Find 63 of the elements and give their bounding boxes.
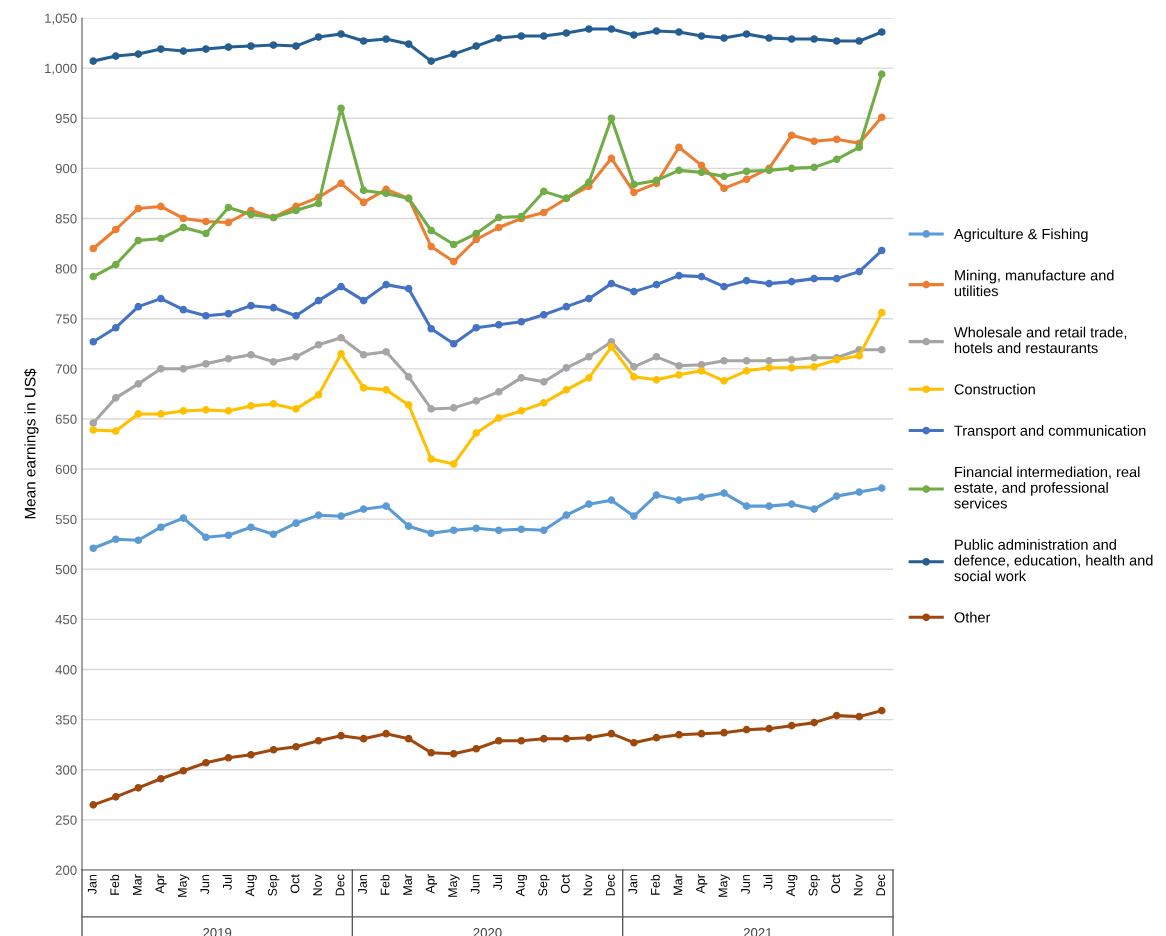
x-tick-label: May — [178, 874, 190, 897]
x-tick-label: Jan — [628, 874, 638, 895]
x-tick-label: Nov — [583, 874, 593, 896]
x-tick-label: Aug — [515, 874, 528, 897]
x-tick-label: Nov — [853, 874, 863, 896]
y-tick-label: 750 — [55, 314, 77, 324]
y-tick-label: 950 — [55, 113, 77, 124]
y-tick-label: 300 — [55, 765, 77, 775]
legend-label: Wholesale and retail trade, hotels and restaurants — [953, 326, 1127, 354]
x-tick-label: Apr — [155, 874, 167, 894]
x-tick-label: Mar — [132, 874, 142, 895]
x-tick-label: Jul — [222, 875, 232, 890]
x-tick-label: Jun — [470, 874, 480, 895]
x-tick-label: Aug — [245, 874, 257, 897]
x-tick-label: Dec — [876, 874, 886, 896]
y-tick-label: 650 — [55, 414, 77, 424]
x-tick-label: Oct — [290, 874, 300, 894]
y-tick-label: 800 — [55, 264, 77, 274]
x-tick-label: Apr — [696, 874, 708, 894]
x-tick-label: Jan — [87, 874, 97, 895]
x-tick-label: Oct — [560, 874, 570, 894]
x-tick-label: Feb — [380, 874, 390, 895]
y-tick-label: 850 — [55, 214, 77, 224]
y-tick-label: 1,000 — [45, 63, 77, 75]
x-tick-label: Mar — [673, 874, 683, 895]
x-tick-label: Mar — [403, 874, 413, 895]
legend-label: Other — [954, 611, 991, 623]
x-tick-label: Sep — [267, 874, 280, 896]
x-tick-label: Jun — [200, 874, 210, 895]
x-tick-label: Feb — [109, 874, 120, 895]
x-tick-label: Sep — [808, 874, 820, 896]
y-tick-label: 400 — [55, 665, 77, 675]
x-tick-label: Feb — [650, 874, 660, 895]
y-tick-label: 200 — [55, 865, 77, 875]
x-tick-label: Jun — [741, 874, 750, 895]
legend-label: Public administration and defence, education, health and social work — [954, 539, 1153, 582]
y-tick-label: 600 — [55, 464, 77, 474]
x-tick-label: Oct — [831, 874, 841, 894]
legend-label: Mining, manufacture and utilities — [954, 269, 1114, 297]
y-tick-label: 250 — [55, 815, 77, 825]
y-tick-label: 550 — [55, 514, 77, 525]
x-tick-label: Dec — [606, 874, 615, 896]
x-tick-label: May — [718, 874, 730, 897]
x-tick-label: Aug — [786, 874, 798, 897]
legend-label: Transport and communication — [954, 425, 1146, 439]
x-tick-label: Apr — [425, 874, 438, 894]
legend-label: Agriculture & Fishing — [953, 228, 1088, 243]
legend-label: Construction — [954, 383, 1035, 395]
x-tick-label: Jan — [358, 874, 367, 895]
legend-label: Financial intermediation, real estate, and professional services — [954, 466, 1140, 509]
x-tick-label: Dec — [335, 874, 345, 896]
x-tick-label: May — [448, 874, 460, 897]
y-tick-label: 500 — [55, 564, 77, 575]
x-tick-label: Jul — [492, 875, 503, 890]
y-tick-label: 900 — [55, 163, 77, 174]
y-tick-label: 450 — [55, 614, 77, 625]
x-tick-label: Nov — [313, 874, 322, 896]
y-tick-label: 1,050 — [45, 13, 77, 25]
y-axis-title: Mean earnings in US$ — [24, 368, 39, 519]
y-tick-label: 350 — [55, 715, 77, 725]
x-tick-label: Sep — [538, 874, 550, 896]
y-tick-label: 700 — [55, 364, 77, 374]
x-tick-label: Jul — [763, 875, 773, 890]
